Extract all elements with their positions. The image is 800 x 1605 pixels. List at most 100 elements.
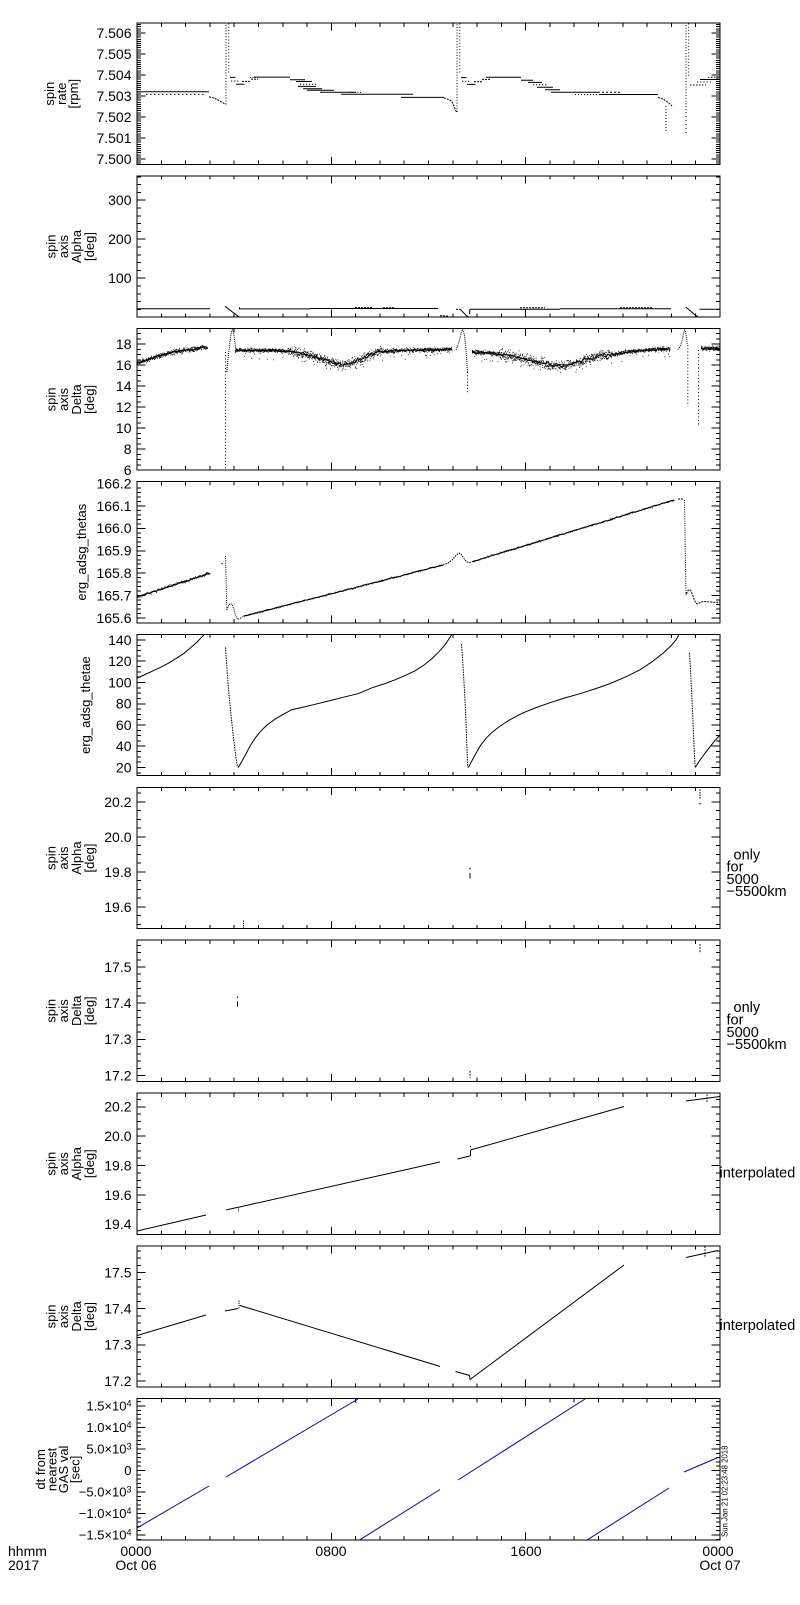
- svg-text:20: 20: [116, 759, 132, 775]
- svg-text:7.504: 7.504: [96, 67, 131, 83]
- svg-text:200: 200: [108, 231, 132, 247]
- svg-text:19.8: 19.8: [104, 1157, 131, 1173]
- svg-text:[sec]: [sec]: [68, 1456, 83, 1483]
- svg-text:erg_adsg_thetas: erg_adsg_thetas: [74, 503, 89, 600]
- svg-text:spin: spin: [42, 82, 57, 106]
- svg-text:17.3: 17.3: [104, 1031, 131, 1047]
- svg-text:[deg]: [deg]: [82, 844, 97, 873]
- svg-text:140: 140: [108, 632, 132, 648]
- svg-text:0: 0: [124, 1463, 131, 1478]
- svg-text:spin: spin: [43, 999, 58, 1023]
- svg-text:8: 8: [124, 441, 132, 457]
- svg-text:nearest: nearest: [45, 1447, 60, 1491]
- svg-text:19.4: 19.4: [104, 1216, 131, 1232]
- svg-text:1600: 1600: [510, 1543, 541, 1559]
- svg-text:17.5: 17.5: [104, 1264, 131, 1280]
- svg-text:Oct 07: Oct 07: [699, 1557, 740, 1573]
- svg-text:166.0: 166.0: [96, 520, 131, 536]
- svg-text:axis: axis: [56, 387, 71, 411]
- svg-text:Sun Jan 21 02:23:48 2018: Sun Jan 21 02:23:48 2018: [721, 1446, 730, 1537]
- svg-text:axis: axis: [56, 1152, 71, 1176]
- svg-text:165.6: 165.6: [96, 610, 131, 626]
- svg-text:spin: spin: [43, 387, 58, 411]
- svg-text:14: 14: [116, 378, 132, 394]
- svg-text:17.2: 17.2: [104, 1373, 131, 1389]
- svg-text:spin: spin: [43, 1305, 58, 1329]
- svg-text:80: 80: [116, 696, 132, 712]
- svg-text:for: for: [727, 860, 744, 876]
- svg-text:165.9: 165.9: [96, 543, 131, 559]
- svg-text:100: 100: [108, 674, 132, 690]
- svg-text:60: 60: [116, 717, 132, 733]
- svg-text:axis: axis: [56, 234, 71, 258]
- svg-text:20.0: 20.0: [104, 1128, 131, 1144]
- svg-text:Delta: Delta: [69, 1301, 84, 1332]
- svg-text:Alpha: Alpha: [69, 1146, 84, 1180]
- svg-text:[deg]: [deg]: [82, 1149, 97, 1178]
- svg-text:17.4: 17.4: [104, 1301, 131, 1317]
- svg-text:5000: 5000: [727, 872, 759, 888]
- svg-text:−5.0×103: −5.0×103: [79, 1484, 132, 1499]
- svg-text:166.1: 166.1: [96, 498, 131, 514]
- svg-text:17.2: 17.2: [104, 1067, 131, 1083]
- svg-text:40: 40: [116, 738, 132, 754]
- svg-text:166.2: 166.2: [96, 475, 131, 491]
- svg-text:axis: axis: [56, 1304, 71, 1328]
- svg-text:dt from: dt from: [33, 1449, 48, 1489]
- svg-text:1.5×104: 1.5×104: [86, 1398, 131, 1413]
- svg-text:120: 120: [108, 653, 132, 669]
- svg-text:spin: spin: [43, 1152, 58, 1176]
- svg-text:6: 6: [124, 462, 132, 478]
- svg-text:20.2: 20.2: [104, 794, 131, 810]
- svg-text:GAS val: GAS val: [56, 1445, 71, 1493]
- svg-text:spin: spin: [43, 846, 58, 870]
- svg-text:0000: 0000: [702, 1543, 733, 1559]
- svg-text:interpolated: interpolated: [720, 1166, 796, 1182]
- svg-text:17.3: 17.3: [104, 1337, 131, 1353]
- svg-text:7.505: 7.505: [96, 46, 131, 62]
- svg-text:axis: axis: [56, 846, 71, 870]
- svg-text:−5500km: −5500km: [727, 884, 787, 900]
- svg-text:−1.0×104: −1.0×104: [79, 1506, 132, 1521]
- svg-text:20.2: 20.2: [104, 1099, 131, 1115]
- svg-text:18: 18: [116, 336, 132, 352]
- svg-text:20.0: 20.0: [104, 829, 131, 845]
- svg-text:−1.5×104: −1.5×104: [79, 1527, 132, 1542]
- svg-text:Delta: Delta: [69, 995, 84, 1026]
- svg-text:16: 16: [116, 357, 132, 373]
- svg-text:1.0×104: 1.0×104: [86, 1420, 131, 1435]
- svg-text:165.8: 165.8: [96, 565, 131, 581]
- svg-text:17.5: 17.5: [104, 959, 131, 975]
- svg-text:only: only: [734, 1000, 761, 1016]
- svg-text:Delta: Delta: [69, 383, 84, 414]
- svg-text:rate: rate: [54, 82, 69, 104]
- svg-text:[deg]: [deg]: [82, 232, 97, 261]
- svg-text:Alpha: Alpha: [69, 841, 84, 875]
- svg-text:12: 12: [116, 399, 132, 415]
- svg-text:Alpha: Alpha: [69, 229, 84, 263]
- svg-text:hhmm: hhmm: [8, 1543, 47, 1559]
- svg-text:[deg]: [deg]: [82, 996, 97, 1025]
- svg-text:spin: spin: [43, 235, 58, 259]
- svg-text:7.506: 7.506: [96, 25, 131, 41]
- svg-text:165.7: 165.7: [96, 587, 131, 603]
- svg-text:0800: 0800: [315, 1543, 346, 1559]
- svg-text:17.4: 17.4: [104, 995, 131, 1011]
- svg-text:[deg]: [deg]: [82, 385, 97, 414]
- svg-text:Oct 06: Oct 06: [115, 1557, 156, 1573]
- svg-text:erg_adsg_thetae: erg_adsg_thetae: [78, 656, 93, 754]
- svg-text:2017: 2017: [8, 1557, 39, 1573]
- svg-text:[rpm]: [rpm]: [66, 79, 81, 109]
- svg-text:10: 10: [116, 420, 132, 436]
- svg-text:300: 300: [108, 192, 132, 208]
- svg-text:5000: 5000: [727, 1025, 759, 1041]
- svg-text:100: 100: [108, 270, 132, 286]
- svg-text:7.503: 7.503: [96, 88, 131, 104]
- svg-text:−5500km: −5500km: [727, 1037, 787, 1053]
- svg-text:only: only: [734, 847, 761, 863]
- svg-text:interpolated: interpolated: [720, 1318, 796, 1334]
- svg-text:19.6: 19.6: [104, 1187, 131, 1203]
- svg-text:5.0×103: 5.0×103: [86, 1441, 131, 1456]
- svg-text:[deg]: [deg]: [82, 1302, 97, 1331]
- svg-text:0000: 0000: [120, 1543, 151, 1559]
